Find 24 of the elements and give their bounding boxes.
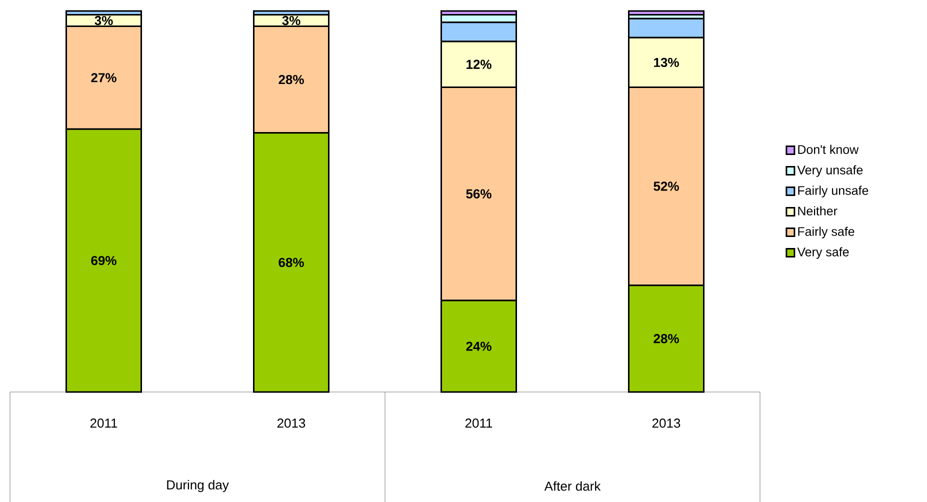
data-label: 12%: [466, 60, 492, 69]
data-label: 69%: [91, 256, 116, 266]
data-label: 13%: [654, 58, 679, 68]
data-label: 68%: [278, 258, 304, 268]
x-tick-label: 2013: [277, 418, 306, 428]
text: After dark: [544, 481, 601, 491]
data-label: 27%: [91, 73, 116, 82]
x-tick-label: 2011: [465, 418, 492, 428]
data-label: 28%: [278, 74, 304, 84]
legend-label: Very unsafe: [797, 165, 863, 177]
data-label: 56%: [466, 189, 492, 198]
x-tick-label: 2011: [90, 418, 118, 428]
data-label: 28%: [654, 334, 679, 344]
x-tick-label: 2013: [652, 418, 680, 428]
data-label: 52%: [654, 182, 679, 191]
legend-label: Don't know: [798, 144, 859, 154]
text: During day: [167, 480, 229, 492]
data-label: 3%: [282, 16, 300, 26]
legend-label: Neither: [798, 206, 838, 216]
data-label: 24%: [466, 342, 492, 351]
data-label: 3%: [94, 16, 113, 26]
legend-label: Fairly safe: [798, 226, 854, 238]
legend-label: Very safe: [797, 247, 849, 259]
legend-label: Fairly unsafe: [798, 186, 868, 198]
